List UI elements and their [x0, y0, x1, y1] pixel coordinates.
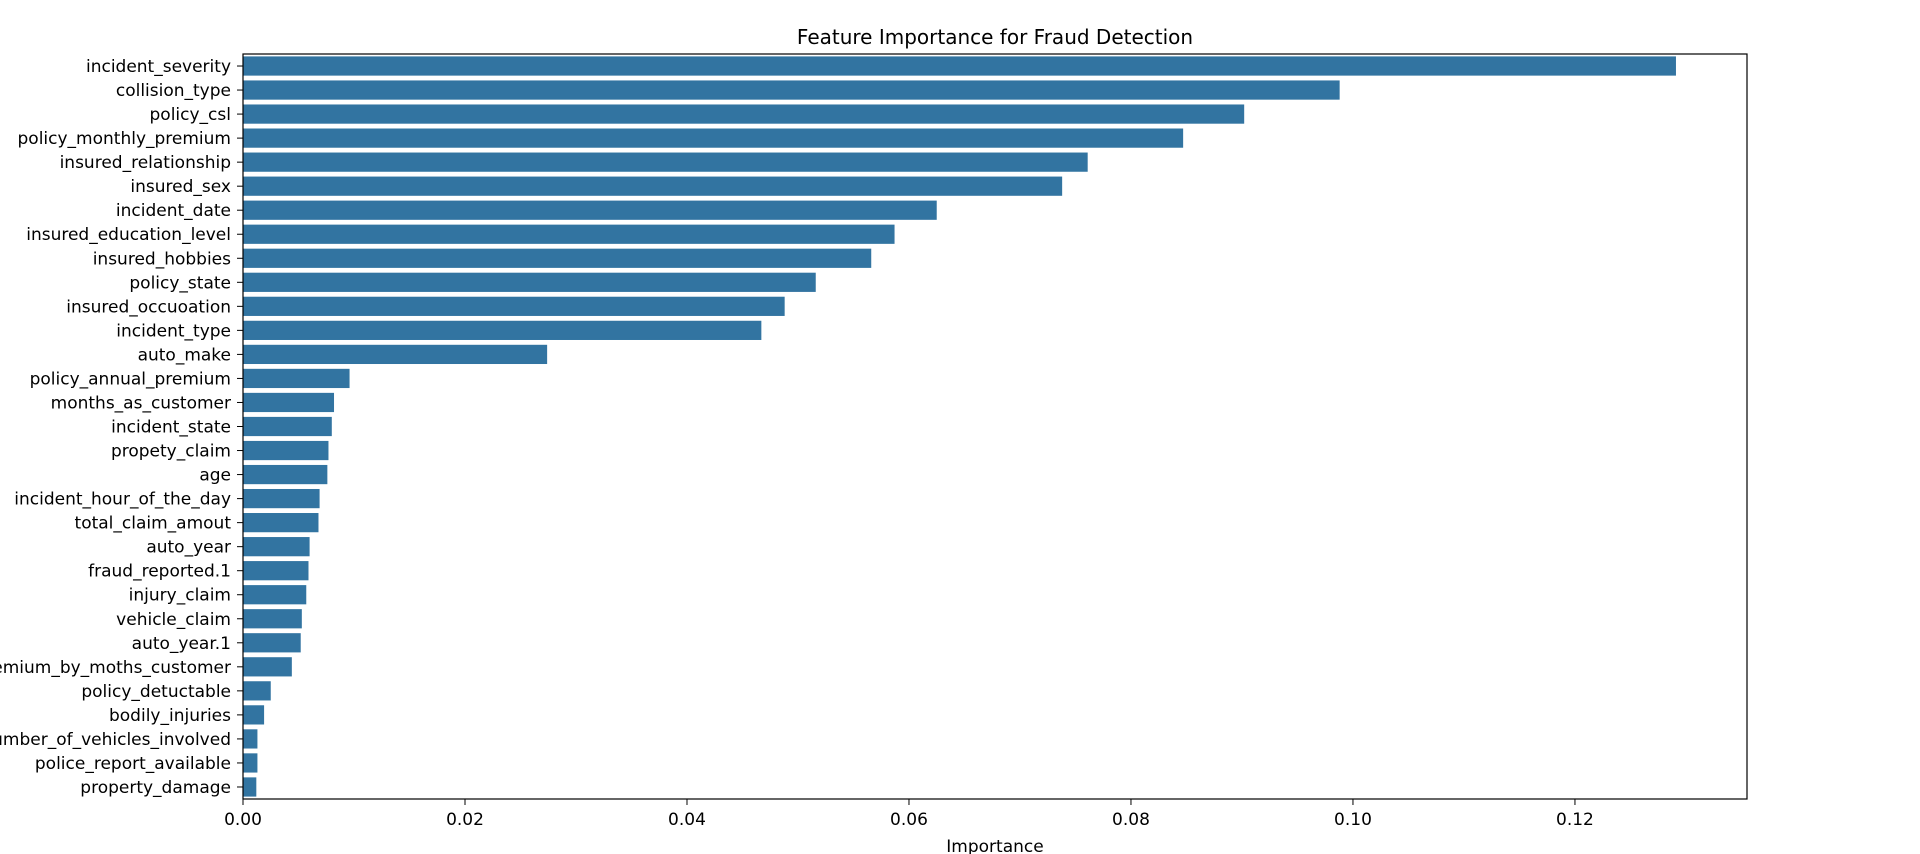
bar-bodily-injuries [243, 705, 265, 725]
chart-title: Feature Importance for Fraud Detection [797, 25, 1193, 49]
y-tick-label: auto_make [138, 345, 231, 365]
y-tick-label: policy_csl [150, 105, 231, 125]
bar-insured-sex [243, 176, 1063, 196]
y-tick-label: age [199, 466, 231, 486]
y-tick-label: policy_annual_premium [30, 369, 231, 389]
y-tick-label: auto_year [146, 538, 231, 558]
y-tick-label: policy_detuctable [81, 682, 231, 702]
bar-incident-date [243, 200, 937, 220]
y-tick-label: injury_claim [129, 586, 231, 606]
y-tick-label: vehicle_claim [116, 610, 231, 630]
y-tick-label: bodily_injuries [109, 706, 231, 726]
y-tick-label: incident_state [111, 418, 231, 438]
y-tick-label: police_report_available [35, 754, 231, 774]
y-tick-label: total_claim_amout [75, 514, 232, 534]
y-tick-label: insured_hobbies [93, 249, 231, 269]
bar-policy-state [243, 272, 816, 292]
x-tick-label: 0.12 [1556, 810, 1594, 830]
bar-policy-annual-premium [243, 368, 350, 389]
x-tick-label: 0.00 [224, 810, 262, 830]
bar-incident-state [243, 416, 332, 437]
bars-layer [243, 56, 1676, 797]
plot-frame [242, 53, 1748, 800]
y-tick-label: collision_type [116, 81, 231, 101]
bar-auto-make [243, 344, 548, 365]
bar-months-as-customer [243, 392, 335, 413]
x-tick-label: 0.04 [668, 810, 706, 830]
y-tick-label: months_as_customer [51, 393, 231, 413]
bar-premium-by-moths-customer [243, 657, 292, 677]
bar-policy-csl [243, 104, 1245, 124]
bar-incident-type [243, 320, 762, 340]
y-tick-label: incident_severity [86, 57, 231, 77]
x-tick-label: 0.06 [890, 810, 928, 830]
bar-property-damage [243, 777, 257, 797]
y-tick-label: insured_occuoation [66, 297, 231, 317]
y-tick-label: policy_state [129, 273, 231, 293]
bar-fraud-reported-1 [243, 561, 309, 581]
y-tick-label: incident_type [116, 321, 231, 341]
bar-injury-claim [243, 585, 307, 605]
bar-insured-relationship [243, 152, 1088, 172]
bar-auto-year-1 [243, 633, 301, 653]
y-tick-label: propety_claim [111, 442, 231, 462]
bar-auto-year [243, 537, 310, 557]
y-axis-ticks: incident_severity collision_type policy_cs… [0, 57, 243, 798]
bar-age [243, 464, 328, 485]
bar-policy-monthly-premium [243, 128, 1184, 148]
y-tick-label: insured_sex [130, 177, 231, 197]
y-tick-label: incident_hour_of_the_day [14, 490, 231, 510]
x-axis-ticks: 0.00 0.02 0.04 0.06 0.08 0.10 0.12 [224, 799, 1594, 830]
bar-insured-hobbies [243, 248, 872, 268]
bar-total-claim-amout [243, 513, 319, 533]
y-tick-label: incident_date [116, 201, 231, 221]
y-tick-label: fraud_reported.1 [88, 562, 231, 582]
bar-propety-claim [243, 440, 329, 461]
bar-incident-severity [243, 56, 1676, 76]
bar-collision-type [243, 80, 1340, 100]
x-tick-label: 0.10 [1334, 810, 1372, 830]
bar-number-of-vehicles-involved [243, 729, 258, 749]
y-tick-label: insured_education_level [26, 225, 231, 245]
y-tick-label: property_damage [80, 778, 231, 798]
bar-insured-education-level [243, 224, 895, 244]
bar-incident-hour-of-the-day [243, 488, 320, 509]
y-tick-label: policy_monthly_premium [18, 129, 232, 149]
bar-policy-detuctable [243, 681, 271, 701]
bar-insured-occuoation [243, 296, 785, 316]
x-axis-label: Importance [946, 837, 1043, 854]
y-tick-label: number_of_vehicles_involved [0, 730, 231, 750]
y-tick-label: auto_year.1 [132, 634, 231, 654]
bar-police-report-available [243, 753, 258, 773]
bar-vehicle-claim [243, 609, 302, 629]
x-tick-label: 0.08 [1112, 810, 1150, 830]
y-tick-label: premium_by_moths_customer [0, 658, 231, 678]
x-tick-label: 0.02 [446, 810, 484, 830]
y-tick-label: insured_relationship [60, 153, 231, 173]
